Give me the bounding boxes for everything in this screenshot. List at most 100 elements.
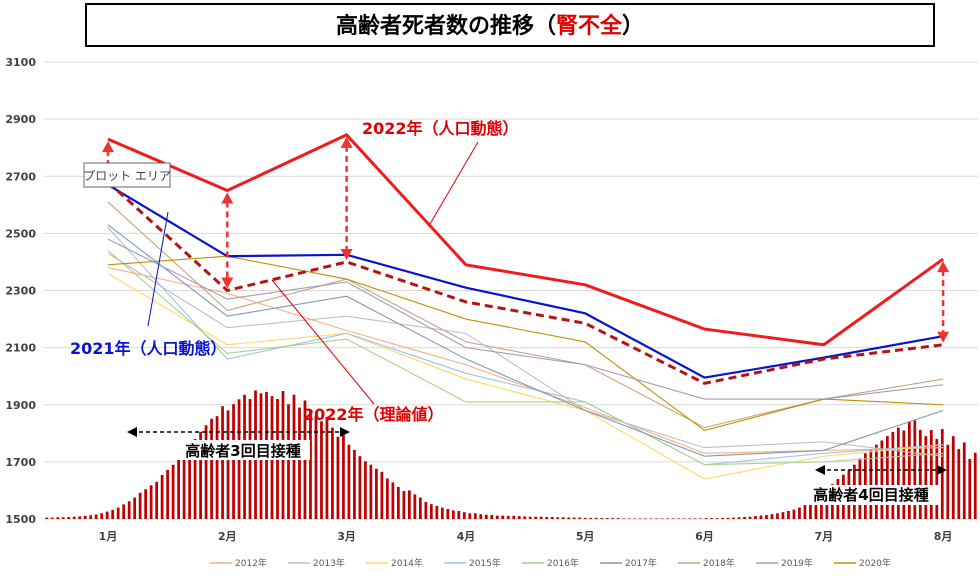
vaccination-bar (391, 482, 395, 519)
series-line-theory (106, 180, 944, 385)
vaccination-bar (655, 518, 658, 519)
x-axis: 1月 2月 3月 4月 5月 6月 7月 8月 (99, 530, 953, 543)
vaccination-bar (457, 511, 461, 519)
series-line-2014年 (107, 272, 944, 480)
vaccination-bar (490, 515, 494, 519)
vaccination-bar (572, 517, 576, 519)
vaccination-bar (671, 518, 675, 519)
vaccination-bar (298, 407, 301, 519)
vaccination-bar (188, 445, 191, 519)
vaccination-bar (83, 515, 87, 519)
vaccination-bar (748, 516, 752, 519)
title-box (85, 3, 935, 47)
vaccination-bar (935, 439, 939, 519)
vaccination-bar (358, 456, 362, 519)
vaccination-bar (704, 518, 708, 519)
vaccination-bar (347, 444, 351, 519)
vaccination-bar (792, 509, 796, 519)
series-line-2016年 (107, 250, 944, 466)
vaccination-bar (556, 517, 560, 519)
callout-theory (271, 279, 375, 405)
series-line-2019年 (107, 238, 944, 400)
vaccination-bar (644, 518, 647, 519)
vaccination-bar (226, 410, 230, 519)
legend-item: 2016年 (522, 557, 579, 569)
vaccination-bar (56, 517, 60, 519)
legend-label: 2014年 (391, 557, 423, 569)
series-line-2013年 (107, 252, 944, 457)
vaccination-bar (155, 481, 159, 519)
vaccination-bar (133, 497, 137, 519)
vaccination-bar (528, 516, 532, 519)
x-tick-label: 6月 (695, 530, 714, 543)
vaccination-bar (666, 518, 669, 519)
vaccination-bar (820, 492, 823, 519)
vaccination-bar (517, 516, 521, 519)
vaccination-bar (726, 517, 730, 519)
vaccination-bar (567, 517, 571, 519)
legend: 2012年 2013年 2014年 2015年 2016年 2017年 2018年 2019年… (210, 557, 891, 569)
vaccination-bar (424, 501, 428, 519)
legend-item: 2019年 (756, 557, 813, 569)
legend-item: 2012年 (210, 557, 267, 569)
legend-item: 2015年 (444, 557, 501, 569)
vaccine-4-label: 高齢者4回目接種 (813, 486, 928, 504)
vaccination-bar (331, 427, 334, 519)
y-tick-label: 1500 (5, 513, 36, 526)
legend-label: 2012年 (235, 557, 267, 569)
y-tick-label: 2500 (5, 227, 36, 240)
y-axis: 1500 1700 1900 2100 2300 2500 2700 2900 3100 (5, 56, 36, 526)
vaccination-bar (534, 516, 538, 519)
callout-2022 (429, 141, 479, 225)
vaccination-bar (946, 444, 950, 519)
vaccination-bar (473, 513, 477, 519)
vaccination-bar (72, 516, 76, 519)
legend-item: 2017年 (600, 557, 657, 569)
vaccination-bar (924, 436, 928, 519)
vaccination-bar (193, 439, 197, 519)
y-tick-label: 1700 (5, 456, 36, 469)
vaccination-bar (413, 494, 417, 519)
vaccination-bar (973, 452, 977, 519)
label-2022: 2022年（人口動態） (362, 119, 519, 138)
vaccination-bar (622, 518, 626, 519)
vaccination-bar (501, 515, 505, 519)
vaccination-bar (732, 517, 735, 519)
vaccination-bar (232, 404, 235, 519)
y-tick-label: 2100 (5, 342, 36, 355)
legend-label: 2016年 (547, 557, 579, 569)
x-tick-label: 7月 (814, 530, 833, 543)
callout-2021 (147, 211, 169, 327)
vaccination-bar (754, 516, 757, 519)
legend-label: 2018年 (703, 557, 735, 569)
vaccination-bar (918, 429, 922, 519)
vaccination-bar (660, 518, 664, 519)
vaccination-bar (869, 449, 873, 519)
y-tick-label: 2700 (5, 170, 36, 183)
label-theory: 2022年（理論値） (303, 405, 444, 424)
legend-label: 2019年 (781, 557, 813, 569)
vaccination-bar (600, 518, 604, 519)
x-tick-label: 2月 (218, 530, 237, 543)
main-series (106, 133, 944, 385)
vaccination-bar (149, 485, 153, 519)
vaccination-bar (715, 518, 719, 519)
vaccination-bar (682, 518, 686, 519)
legend-label: 2013年 (313, 557, 345, 569)
vaccination-bar (78, 516, 82, 519)
vaccination-bar (495, 515, 499, 519)
vaccination-bar (594, 517, 598, 519)
vaccination-bar (710, 518, 713, 519)
vaccination-bar (484, 514, 488, 519)
tooltip-text: プロット エリア (83, 169, 171, 183)
vaccination-bar (287, 404, 290, 519)
vaccination-bar (616, 518, 620, 519)
vaccine-3-marker: 高齢者3回目接種 (127, 427, 350, 460)
vaccination-bar (479, 514, 483, 519)
vaccination-bar (638, 518, 642, 519)
vaccination-bar (940, 429, 944, 519)
vaccination-bar (962, 442, 966, 519)
vaccination-bar (589, 517, 593, 519)
vaccination-bar (204, 425, 208, 519)
vaccination-bar (138, 492, 142, 519)
